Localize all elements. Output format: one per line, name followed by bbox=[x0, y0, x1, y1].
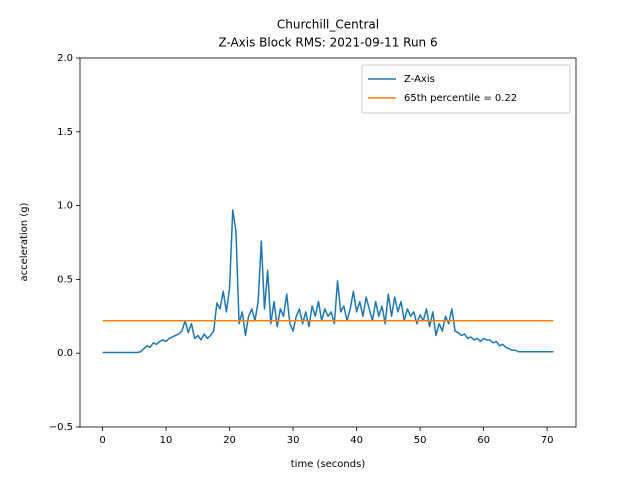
legend-label: Z-Axis bbox=[404, 74, 435, 85]
legend-label: 65th percentile = 0.22 bbox=[404, 93, 517, 104]
x-axis-label: time (seconds) bbox=[291, 459, 366, 470]
y-tick-label: 0.0 bbox=[57, 348, 73, 359]
y-tick-label: 0.5 bbox=[57, 274, 73, 285]
x-tick-label: 20 bbox=[223, 435, 236, 446]
chart-subtitle: Z-Axis Block RMS: 2021-09-11 Run 6 bbox=[218, 36, 437, 50]
y-tick-label: 1.5 bbox=[57, 127, 73, 138]
x-tick-label: 70 bbox=[541, 435, 554, 446]
x-tick-label: 50 bbox=[414, 435, 427, 446]
x-tick-label: 10 bbox=[160, 435, 173, 446]
y-axis-label: acceleration (g) bbox=[19, 202, 30, 281]
y-tick-label: 2.0 bbox=[57, 53, 73, 64]
x-tick-label: 40 bbox=[350, 435, 363, 446]
chart-title: Churchill_Central bbox=[277, 18, 379, 32]
plot-frame bbox=[79, 57, 577, 428]
y-tick-label: 1.0 bbox=[57, 201, 73, 212]
data-line bbox=[102, 209, 554, 354]
x-tick-label: 60 bbox=[477, 435, 490, 446]
x-tick-label: 30 bbox=[287, 435, 300, 446]
x-tick-label: 0 bbox=[99, 435, 105, 446]
y-tick-label: −0.5 bbox=[49, 422, 73, 433]
legend-box bbox=[361, 64, 571, 114]
